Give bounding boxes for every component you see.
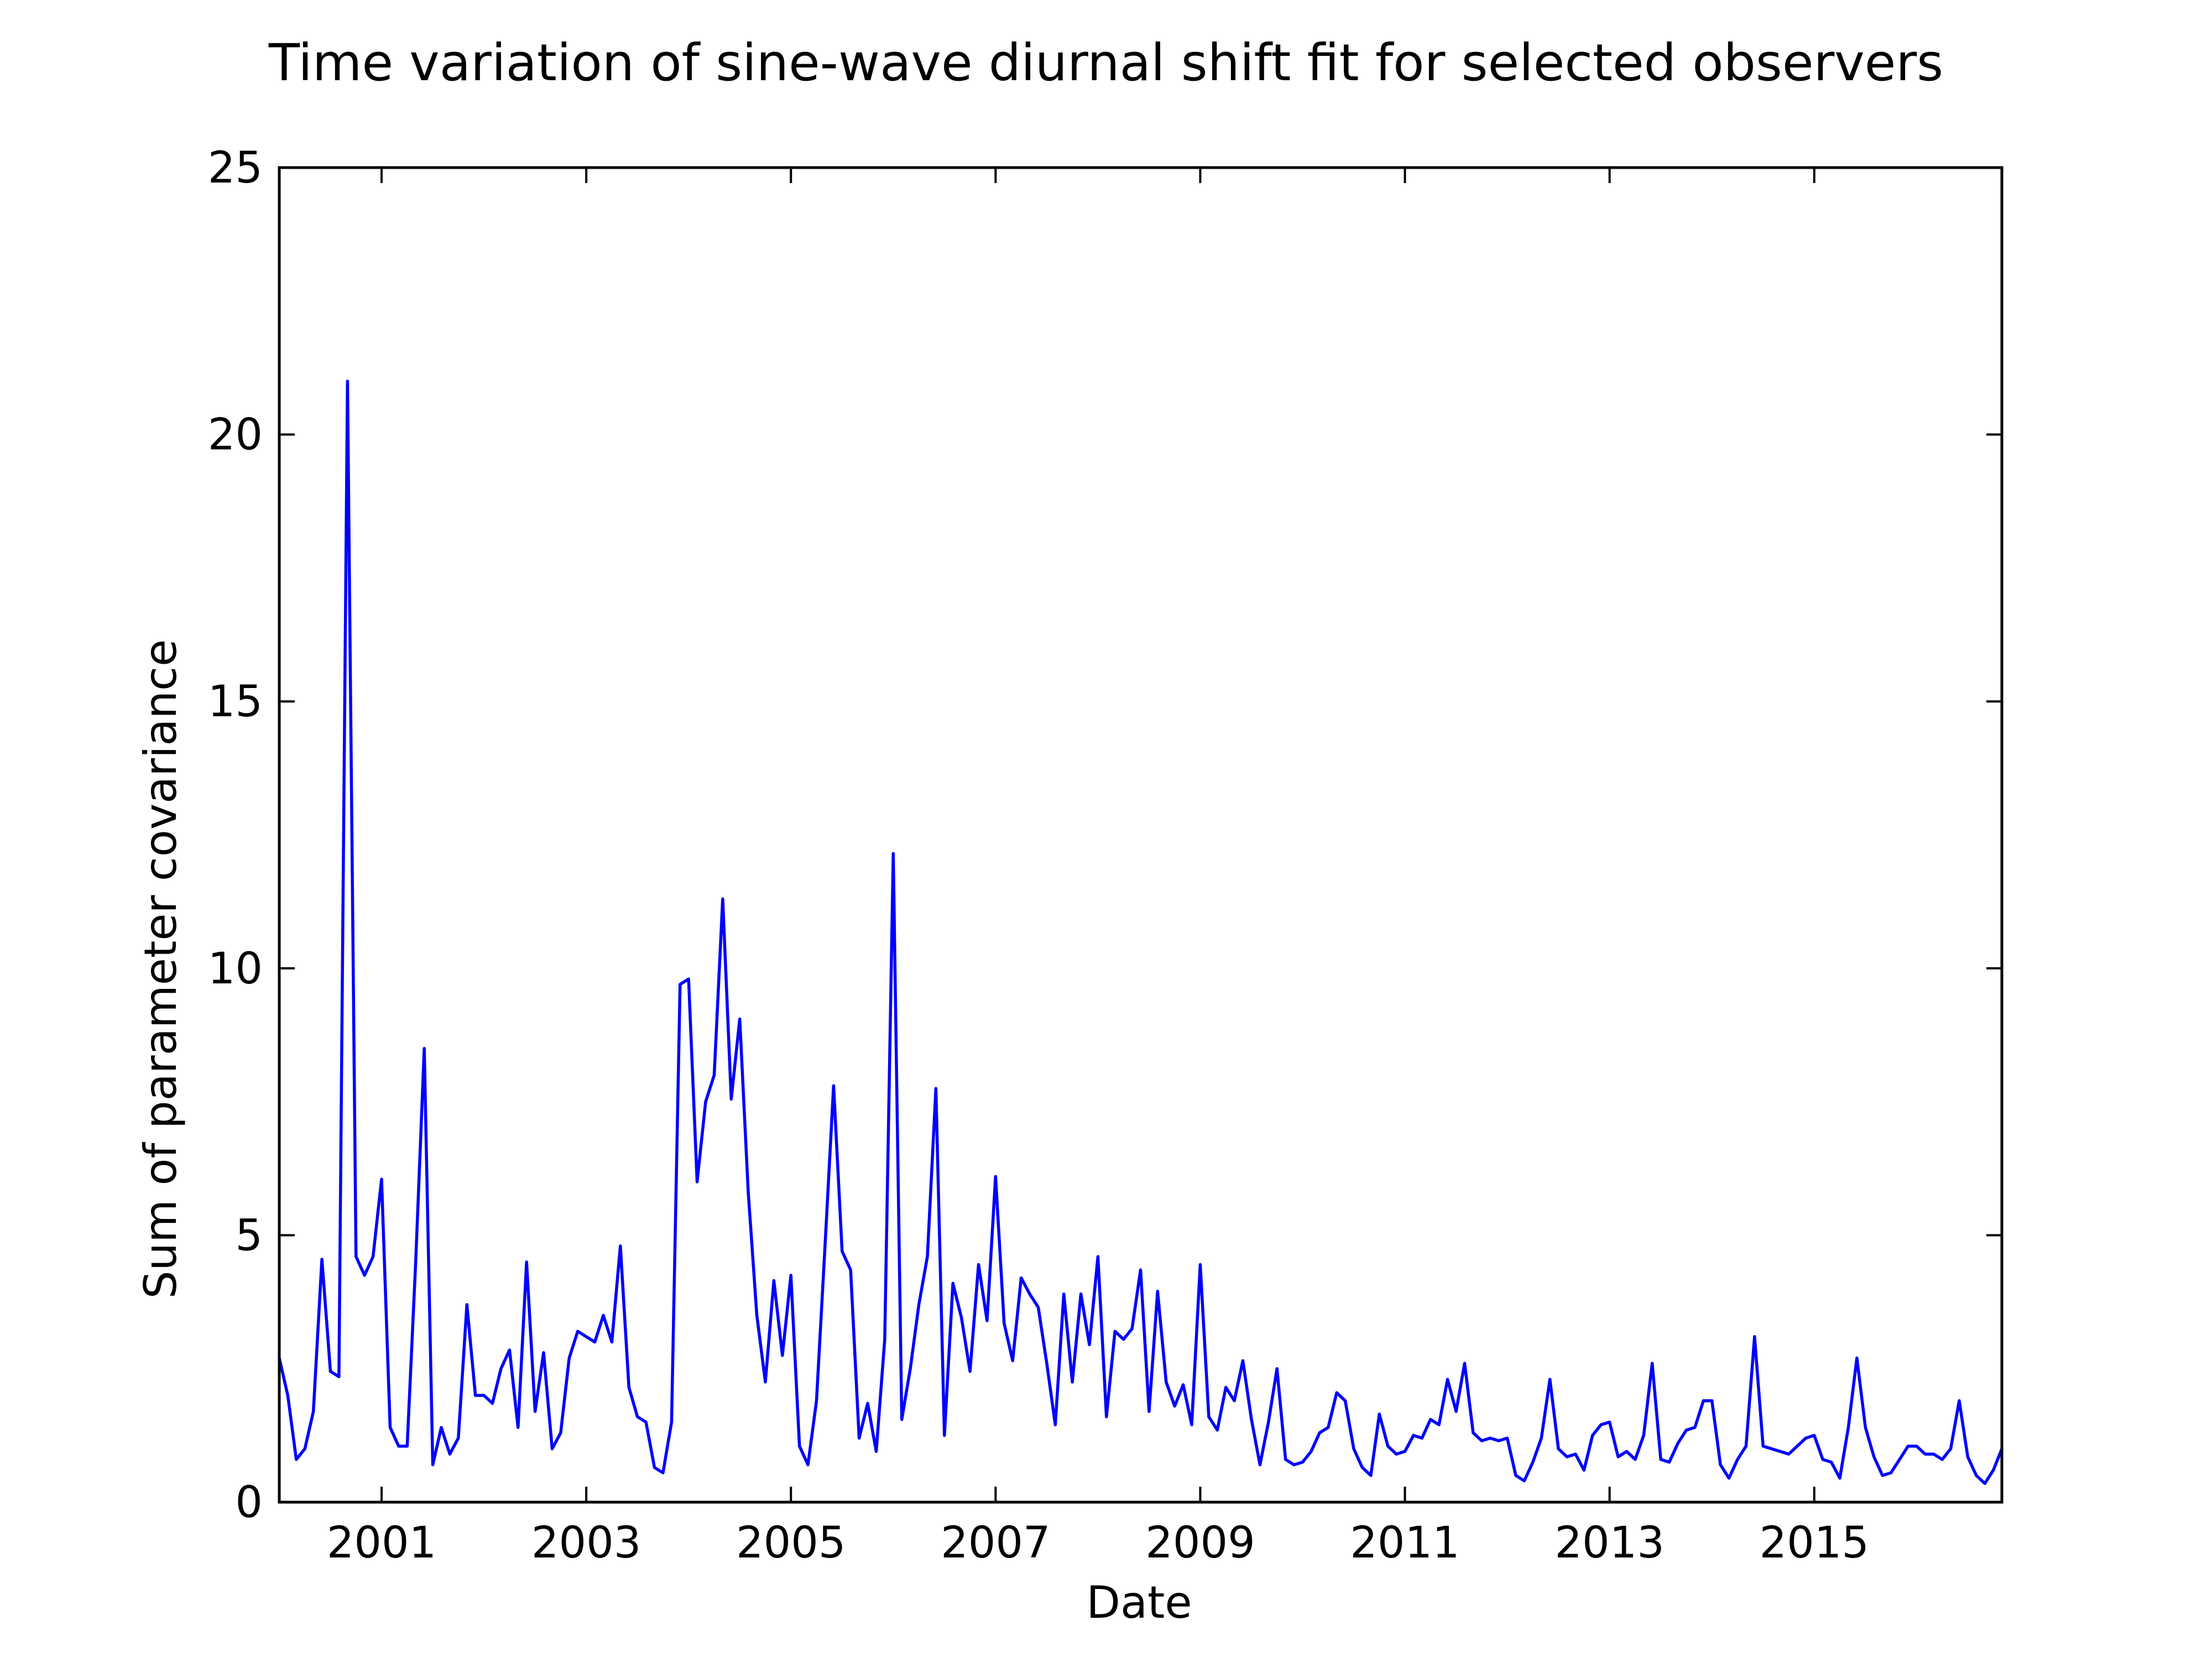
x-tick-label: 2003 <box>531 1518 641 1568</box>
x-tick-label: 2013 <box>1554 1518 1665 1568</box>
x-tick-label: 2009 <box>1145 1518 1255 1568</box>
y-tick-label: 25 <box>208 143 263 193</box>
chart-title: Time variation of sine-wave diurnal shif… <box>268 33 1943 92</box>
y-tick-label: 20 <box>208 410 263 460</box>
y-tick-label: 0 <box>235 1478 263 1528</box>
x-tick-label: 2005 <box>736 1518 846 1568</box>
y-tick-label: 15 <box>208 677 263 727</box>
x-tick-label: 2001 <box>327 1518 437 1568</box>
x-tick-label: 2007 <box>941 1518 1051 1568</box>
plot-frame <box>278 166 2004 1504</box>
y-axis-label: Sum of parameter covariance <box>135 639 186 1299</box>
axis-ticks: 0 5 10 15 20 25 2001 2003 2005 2007 2009 2011 2013 20… <box>208 143 2002 1568</box>
y-tick-label: 5 <box>235 1211 263 1260</box>
x-tick-label: 2011 <box>1350 1518 1460 1568</box>
x-tick-label: 2015 <box>1759 1518 1869 1568</box>
y-tick-label: 10 <box>208 944 263 994</box>
series-layer <box>278 379 2004 1485</box>
x-axis-label: Date <box>1086 1577 1192 1628</box>
series-line <box>278 379 2004 1485</box>
